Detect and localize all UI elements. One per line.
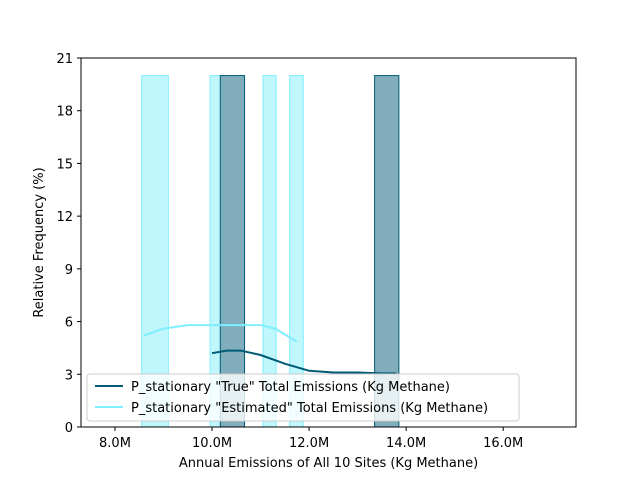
x-tick-label: 10.0M <box>192 436 232 451</box>
x-axis-label: Annual Emissions of All 10 Sites (Kg Met… <box>179 456 478 471</box>
y-tick-label: 15 <box>56 157 73 172</box>
y-axis-label: Relative Frequency (%) <box>32 167 47 317</box>
legend-entry-true: P_stationary "True" Total Emissions (Kg … <box>131 380 450 395</box>
x-tick-label: 14.0M <box>386 436 426 451</box>
bars-layer <box>141 75 400 428</box>
y-tick-label: 3 <box>65 368 73 383</box>
plot-frame <box>80 57 577 428</box>
y-tick-label: 18 <box>56 105 73 120</box>
legend-box <box>86 373 520 422</box>
legend-entry-estimated: P_stationary "Estimated" Total Emissions… <box>131 401 488 416</box>
x-tick-label: 12.0M <box>289 436 329 451</box>
y-tick-label: 21 <box>56 52 73 67</box>
y-tick-label: 9 <box>65 263 73 278</box>
true-kde-line <box>211 349 397 375</box>
estimated-kde-line <box>143 324 298 343</box>
y-tick-label: 6 <box>65 316 73 331</box>
x-tick-label: 8.0M <box>99 436 131 451</box>
x-tick-label: 16.0M <box>483 436 523 451</box>
y-tick-label: 12 <box>56 210 73 225</box>
estimated-bar-0 <box>141 75 169 428</box>
kde-layer <box>143 324 397 375</box>
legend: P_stationary "True" Total Emissions (Kg … <box>86 373 520 422</box>
y-tick-label: 0 <box>65 421 73 436</box>
ticks-layer: 8.0M 10.0M 12.0M 14.0M 16.0M 0 3 6 9 12 15 18 21 <box>56 52 523 451</box>
